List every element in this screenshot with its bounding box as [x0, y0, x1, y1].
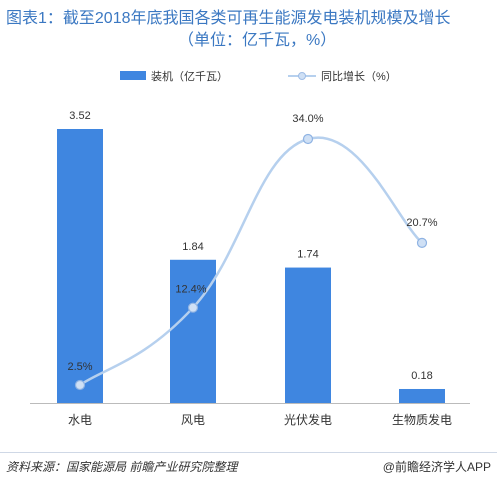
growth-line	[79, 136, 423, 387]
bar-1	[170, 259, 216, 403]
x-tick-label-0: 水电	[68, 413, 92, 427]
bar-2	[285, 267, 331, 403]
x-tick-label-3: 生物质发电	[392, 412, 452, 427]
growth-value-label-1: 12.4%	[175, 284, 206, 296]
brand-note: @前瞻经济学人APP	[382, 460, 491, 474]
bar-0	[57, 129, 103, 403]
legend-line-marker	[298, 72, 306, 80]
x-tick-label-1: 风电	[181, 413, 205, 427]
footer-divider	[0, 452, 497, 453]
x-tick-label-2: 光伏发电	[284, 412, 332, 427]
growth-point-2	[302, 133, 314, 145]
chart-title-line2: （单位：亿千瓦，%）	[178, 32, 337, 49]
bar-value-label-3: 0.18	[411, 370, 432, 382]
chart-title-line1: 图表1：截至2018年底我国各类可再生能源发电装机规模及增长	[6, 10, 451, 27]
legend-line-label: 同比增长（%）	[321, 69, 397, 83]
bar-3	[399, 388, 445, 403]
legend-bar-label: 装机（亿千瓦）	[151, 69, 228, 83]
growth-value-label-2: 34.0%	[292, 113, 323, 125]
growth-point-1	[187, 302, 199, 313]
growth-point-3	[416, 237, 428, 248]
legend-bar-swatch	[120, 71, 146, 80]
growth-value-label-0: 2.5%	[67, 361, 92, 373]
source-note: 资料来源：国家能源局 前瞻产业研究院整理	[6, 460, 238, 474]
chart-title: 图表1：截至2018年底我国各类可再生能源发电装机规模及增长 （单位：亿千瓦，%…	[6, 8, 494, 52]
growth-point-0	[74, 379, 86, 391]
bar-value-label-0: 3.52	[69, 110, 90, 122]
growth-value-label-3: 20.7%	[406, 217, 437, 229]
bar-value-label-1: 1.84	[182, 241, 203, 253]
bar-value-label-2: 1.74	[297, 249, 318, 261]
